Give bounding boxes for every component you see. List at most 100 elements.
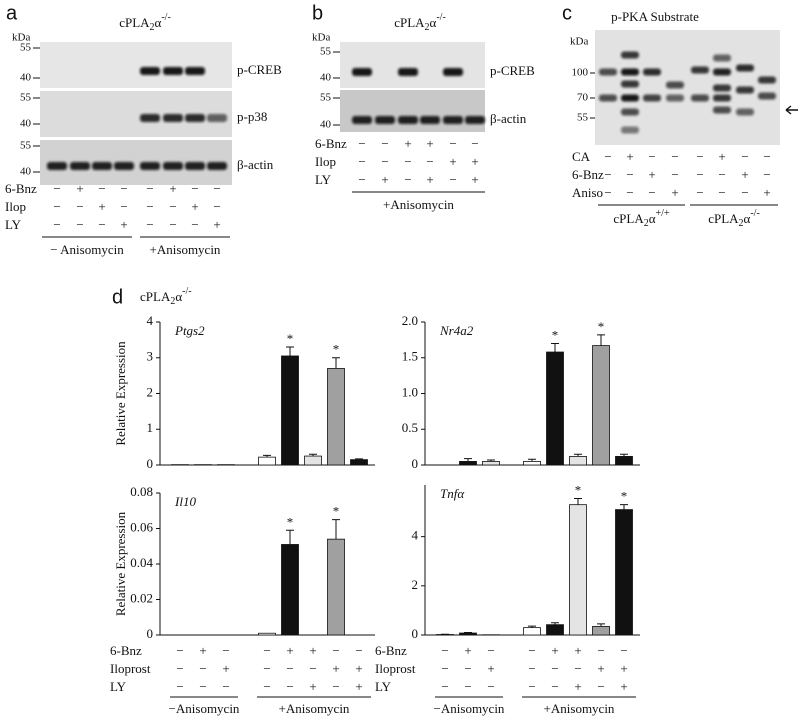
condition-sign: − [696, 167, 703, 182]
blot [340, 42, 485, 88]
group-label: −Anisomycin [434, 701, 505, 716]
band [47, 162, 67, 170]
bar [546, 351, 564, 466]
group-label: +Anisomycin [279, 701, 350, 716]
marker-label: 100 [572, 67, 589, 79]
marker-label: 40 [20, 72, 32, 84]
band [185, 162, 205, 170]
error-bar [332, 519, 340, 540]
condition-sign: − [741, 185, 748, 200]
condition-sign: − [441, 679, 448, 694]
panel-label: d [112, 286, 123, 308]
y-tick-label: 1.0 [402, 384, 418, 399]
genotype-label: cPLA2α-/- [140, 286, 192, 307]
y-tick-label: 0.06 [130, 519, 153, 534]
marker-label: 40 [20, 118, 32, 130]
condition-sign: + [213, 217, 220, 232]
condition-sign: − [263, 661, 270, 676]
condition-sign: − [648, 185, 655, 200]
band [443, 116, 463, 124]
band [621, 51, 639, 59]
genotype-sub: 2 [150, 22, 155, 33]
blot [40, 42, 232, 88]
condition-sign: − [487, 679, 494, 694]
band [599, 94, 617, 102]
condition-sign: − [464, 661, 471, 676]
condition-sign: − [53, 199, 60, 214]
condition-sign: + [355, 679, 362, 694]
blot-label: p-CREB [490, 63, 535, 78]
band [207, 162, 227, 170]
blot-label: p-CREB [237, 62, 282, 77]
band [621, 108, 639, 116]
error-bar [263, 454, 271, 458]
bar [258, 632, 276, 636]
band [352, 68, 372, 76]
band [621, 126, 639, 134]
condition-sign: − [76, 217, 83, 232]
condition-sign: + [404, 136, 411, 151]
condition-label: Ilop [315, 154, 336, 169]
marker-label: 70 [577, 92, 589, 104]
condition-sign: − [696, 185, 703, 200]
condition-sign: + [551, 643, 558, 658]
condition-sign: + [199, 643, 206, 658]
condition-sign: + [620, 679, 627, 694]
condition-sign: − [449, 172, 456, 187]
bar [327, 368, 345, 466]
condition-label: LY [110, 679, 127, 694]
error-bar [551, 342, 559, 353]
condition-sign: − [222, 643, 229, 658]
condition-sign: + [381, 172, 388, 187]
genotype-sup: -/- [436, 12, 445, 23]
condition-sign: + [626, 149, 633, 164]
y-tick-label: 3 [147, 349, 154, 364]
band [92, 162, 112, 170]
condition-sign: − [358, 136, 365, 151]
condition-sign: + [574, 679, 581, 694]
panel-title: p-PKA Substrate [611, 9, 699, 24]
y-tick-label: 0 [147, 456, 154, 471]
band [70, 162, 90, 170]
condition-sign: − [53, 217, 60, 232]
condition-sign: + [597, 661, 604, 676]
condition-label: CA [572, 149, 591, 164]
significance: * [575, 483, 582, 498]
y-tick-label: 0.08 [130, 484, 153, 499]
bar [281, 544, 299, 636]
bar [592, 345, 610, 466]
error-bar [332, 357, 340, 369]
condition-sign: − [199, 661, 206, 676]
condition-sign: + [222, 661, 229, 676]
y-tick-label: 0 [147, 626, 154, 641]
chart-title: Tnfα [440, 486, 465, 501]
band [643, 68, 661, 76]
band [375, 116, 395, 124]
kda-label: kDa [570, 36, 588, 48]
condition-sign: − [604, 185, 611, 200]
band [691, 94, 709, 102]
arrow [785, 105, 798, 115]
kda-label: kDa [312, 32, 330, 44]
band [736, 86, 754, 94]
condition-sign: − [332, 679, 339, 694]
y-tick-label: 0.04 [130, 555, 153, 570]
marker-label: 55 [20, 42, 32, 54]
condition-label: 6-Bnz [5, 181, 37, 196]
condition-sign: − [626, 185, 633, 200]
band [736, 64, 754, 72]
condition-sign: − [76, 199, 83, 214]
condition-sign: − [741, 149, 748, 164]
bar [304, 455, 322, 466]
band [163, 114, 183, 122]
error-bar [620, 453, 628, 457]
condition-sign: − [176, 661, 183, 676]
genotype-label: cPLA2α-/- [394, 12, 446, 33]
condition-sign: − [574, 661, 581, 676]
error-bar [528, 458, 536, 462]
condition-sign: − [426, 154, 433, 169]
blot-label: p-p38 [237, 109, 267, 124]
condition-sign: − [355, 643, 362, 658]
marker-label: 40 [320, 119, 332, 131]
condition-sign: + [191, 199, 198, 214]
